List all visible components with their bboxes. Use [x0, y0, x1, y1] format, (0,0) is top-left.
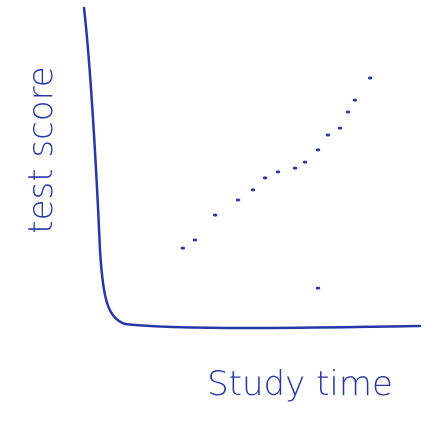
x-axis-label: Study time [207, 364, 393, 404]
point [275, 170, 281, 174]
point [315, 148, 321, 152]
point [345, 110, 351, 114]
point [292, 166, 298, 170]
point [315, 286, 321, 290]
point [180, 246, 186, 250]
point [337, 126, 343, 130]
axes [82, 6, 422, 330]
point [302, 160, 308, 164]
point [235, 198, 241, 202]
point [212, 213, 218, 217]
y-axis-label: test score [21, 66, 61, 233]
point [367, 76, 373, 80]
point [325, 133, 331, 137]
point [262, 176, 268, 180]
point [250, 188, 256, 192]
point [192, 238, 198, 242]
point [352, 98, 358, 102]
